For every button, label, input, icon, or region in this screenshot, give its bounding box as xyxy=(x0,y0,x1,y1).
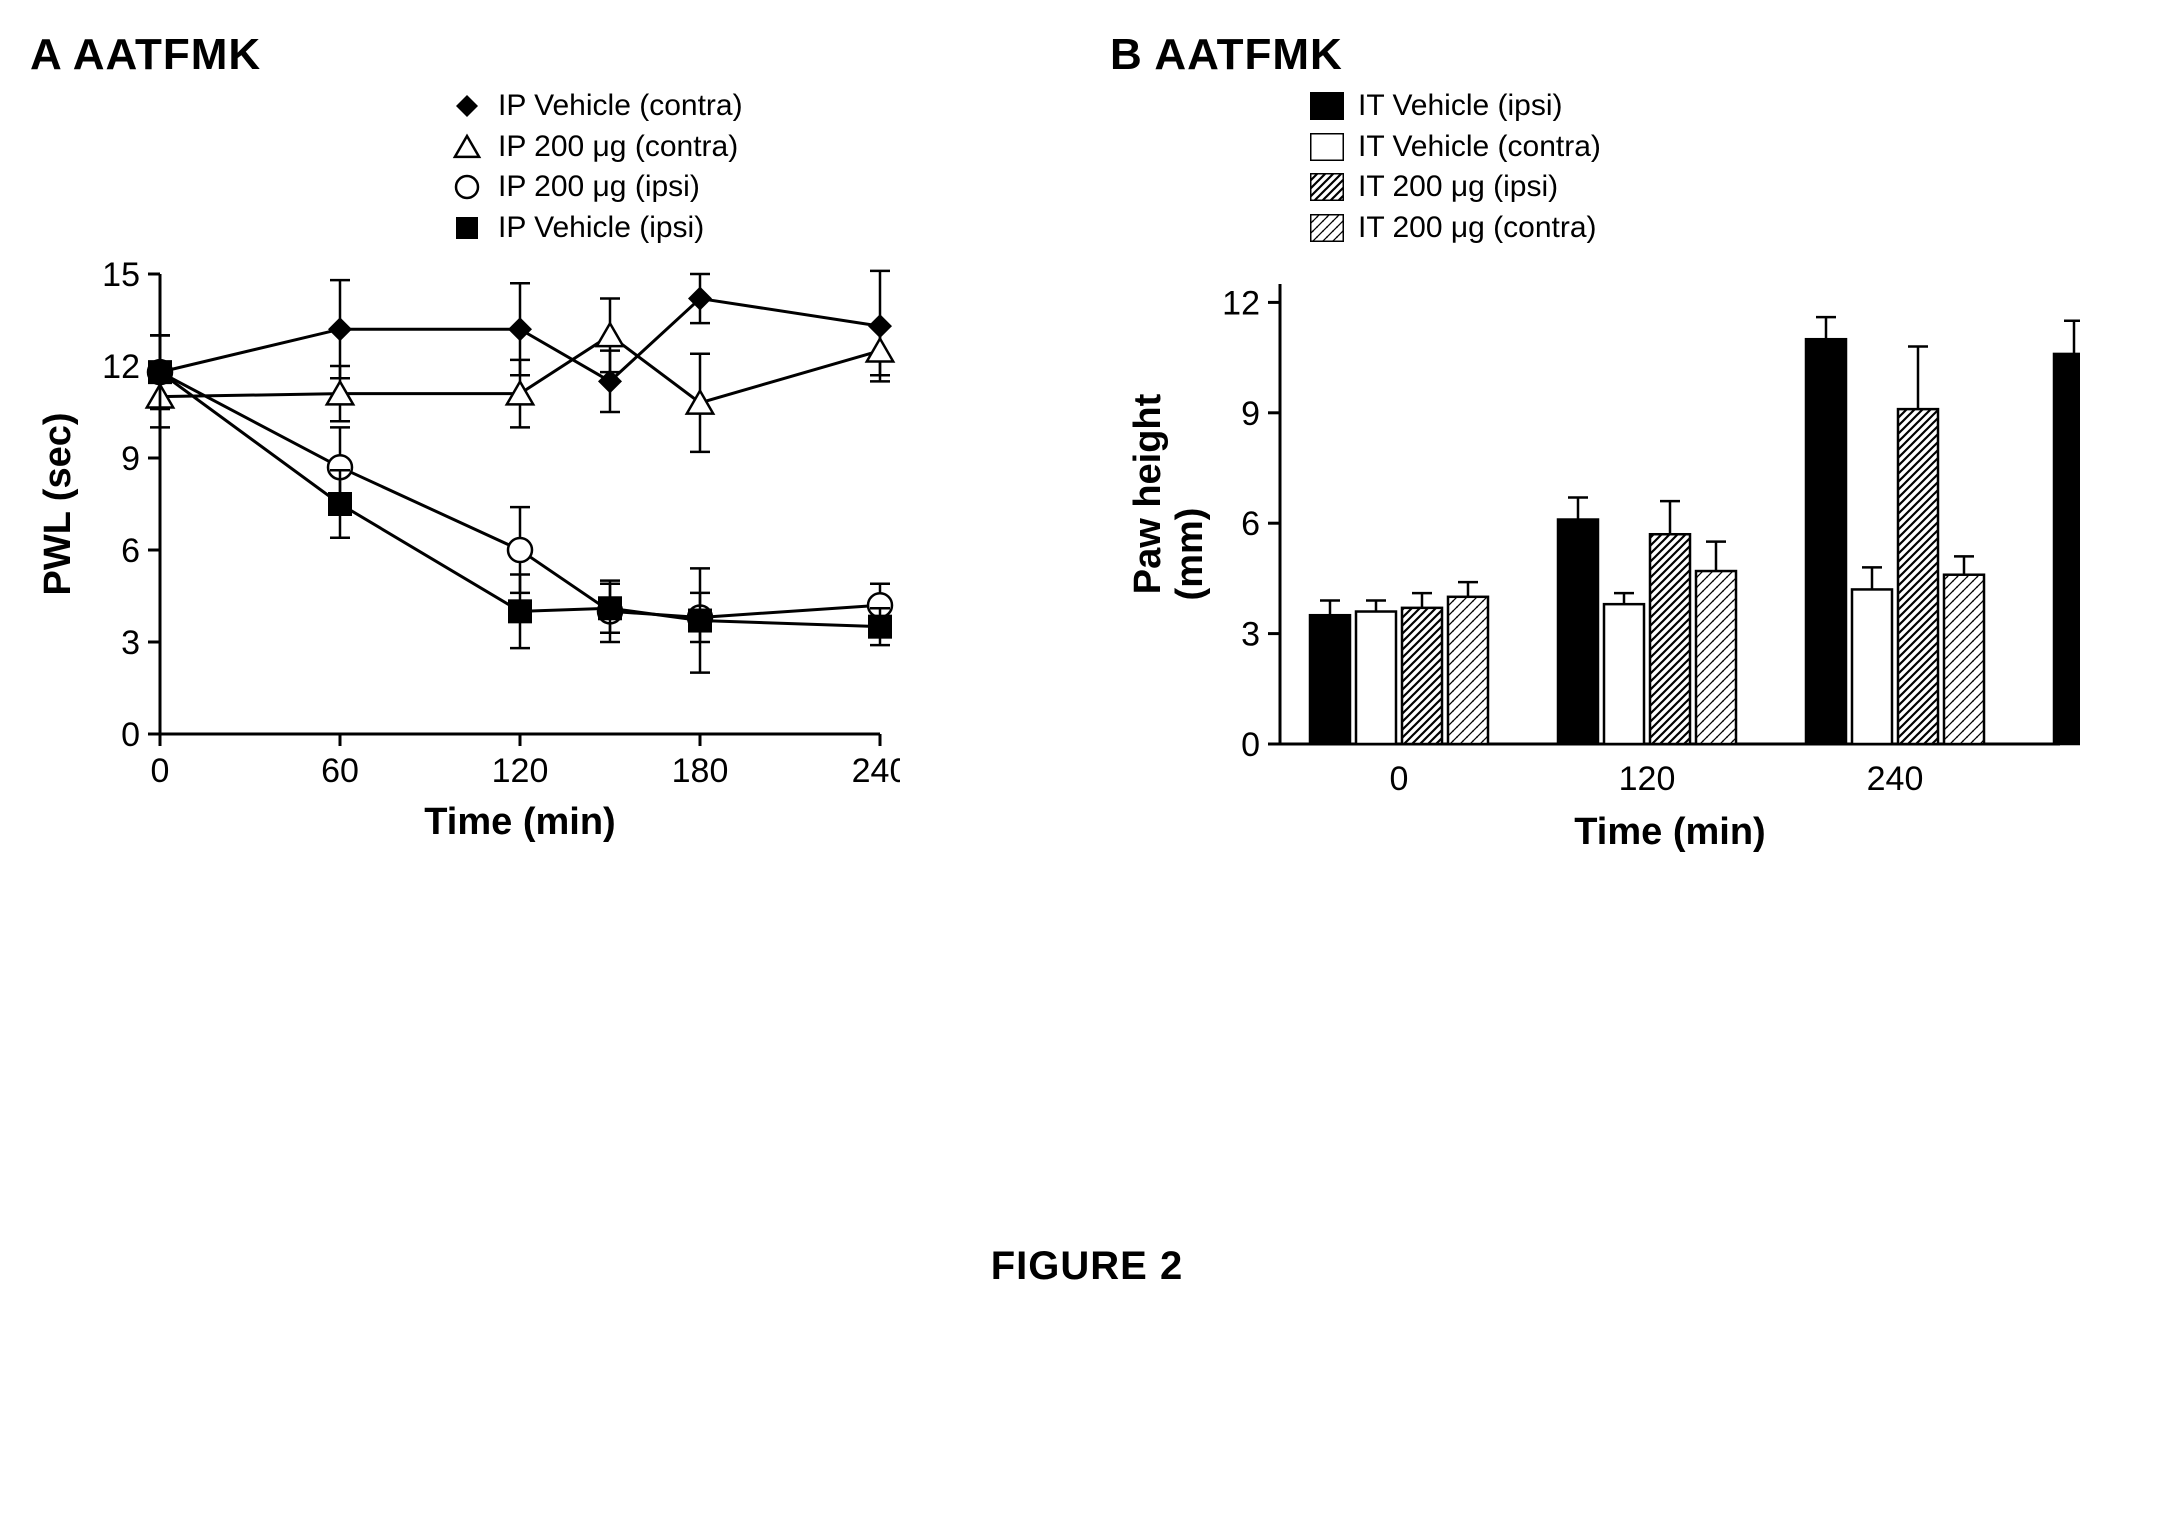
svg-text:120: 120 xyxy=(1619,760,1676,798)
legend-label: IP Vehicle (contra) xyxy=(498,86,743,127)
svg-text:3: 3 xyxy=(121,624,140,662)
svg-text:60: 60 xyxy=(321,752,359,790)
pattern-hatch-dense-icon xyxy=(1310,170,1344,204)
svg-text:0: 0 xyxy=(1390,760,1409,798)
panel-a-title: A AATFMK xyxy=(30,30,1030,80)
legend-label: IT Vehicle (ipsi) xyxy=(1358,86,1563,127)
legend-item: IT 200 μg (ipsi) xyxy=(1310,167,2130,208)
legend-label: IP 200 μg (ipsi) xyxy=(498,167,700,208)
legend-item: IP 200 μg (ipsi) xyxy=(450,167,1030,208)
panel-b-title: B AATFMK xyxy=(1110,30,2130,80)
panel-b-chart: 036912Paw height(mm)Time (min)0120240360 xyxy=(1110,254,2130,864)
square-filled-icon xyxy=(450,211,484,245)
legend-item: IT 200 μg (contra) xyxy=(1310,208,2130,249)
figure-caption: FIGURE 2 xyxy=(30,1244,2144,1289)
legend-label: IT 200 μg (ipsi) xyxy=(1358,167,1558,208)
svg-text:0: 0 xyxy=(151,752,170,790)
svg-text:6: 6 xyxy=(1241,505,1260,543)
svg-text:Paw height: Paw height xyxy=(1127,393,1169,594)
svg-text:180: 180 xyxy=(672,752,729,790)
panel-a-legend: IP Vehicle (contra)IP 200 μg (contra)IP … xyxy=(450,86,1030,248)
svg-text:0: 0 xyxy=(1241,726,1260,764)
legend-item: IP 200 μg (contra) xyxy=(450,127,1030,168)
legend-item: IP Vehicle (contra) xyxy=(450,86,1030,127)
svg-text:(mm): (mm) xyxy=(1169,508,1211,601)
svg-text:15: 15 xyxy=(102,256,140,294)
svg-text:0: 0 xyxy=(121,716,140,754)
svg-text:12: 12 xyxy=(102,348,140,386)
legend-item: IT Vehicle (ipsi) xyxy=(1310,86,2130,127)
svg-text:9: 9 xyxy=(121,440,140,478)
svg-text:240: 240 xyxy=(1867,760,1924,798)
legend-item: IT Vehicle (contra) xyxy=(1310,127,2130,168)
legend-label: IT 200 μg (contra) xyxy=(1358,208,1597,249)
pattern-solid-icon xyxy=(1310,89,1344,123)
svg-text:120: 120 xyxy=(492,752,549,790)
svg-text:6: 6 xyxy=(121,532,140,570)
legend-label: IP 200 μg (contra) xyxy=(498,127,738,168)
legend-label: IP Vehicle (ipsi) xyxy=(498,208,704,249)
pattern-open-icon xyxy=(1310,130,1344,164)
svg-text:3: 3 xyxy=(1241,616,1260,654)
panel-a: A AATFMK IP Vehicle (contra)IP 200 μg (c… xyxy=(30,30,1030,854)
svg-text:9: 9 xyxy=(1241,395,1260,433)
panel-b-legend: IT Vehicle (ipsi)IT Vehicle (contra)IT 2… xyxy=(1310,86,2130,248)
circle-open-icon xyxy=(450,170,484,204)
legend-item: IP Vehicle (ipsi) xyxy=(450,208,1030,249)
triangle-open-icon xyxy=(450,130,484,164)
diamond-filled-icon xyxy=(450,89,484,123)
legend-label: IT Vehicle (contra) xyxy=(1358,127,1601,168)
svg-text:Time (min): Time (min) xyxy=(424,801,615,843)
panel-b: B AATFMK IT Vehicle (ipsi)IT Vehicle (co… xyxy=(1110,30,2130,864)
svg-text:12: 12 xyxy=(1222,284,1260,322)
panel-a-chart: 0 3 6 9 12 15 0 60 120 180 240 PWL (sec) Time (min) xyxy=(30,254,1030,854)
svg-text:240: 240 xyxy=(852,752,900,790)
svg-text:PWL (sec): PWL (sec) xyxy=(37,412,79,595)
svg-text:Time (min): Time (min) xyxy=(1574,811,1765,853)
figure-2: A AATFMK IP Vehicle (contra)IP 200 μg (c… xyxy=(30,30,2144,1289)
pattern-hatch-sparse-icon xyxy=(1310,211,1344,245)
